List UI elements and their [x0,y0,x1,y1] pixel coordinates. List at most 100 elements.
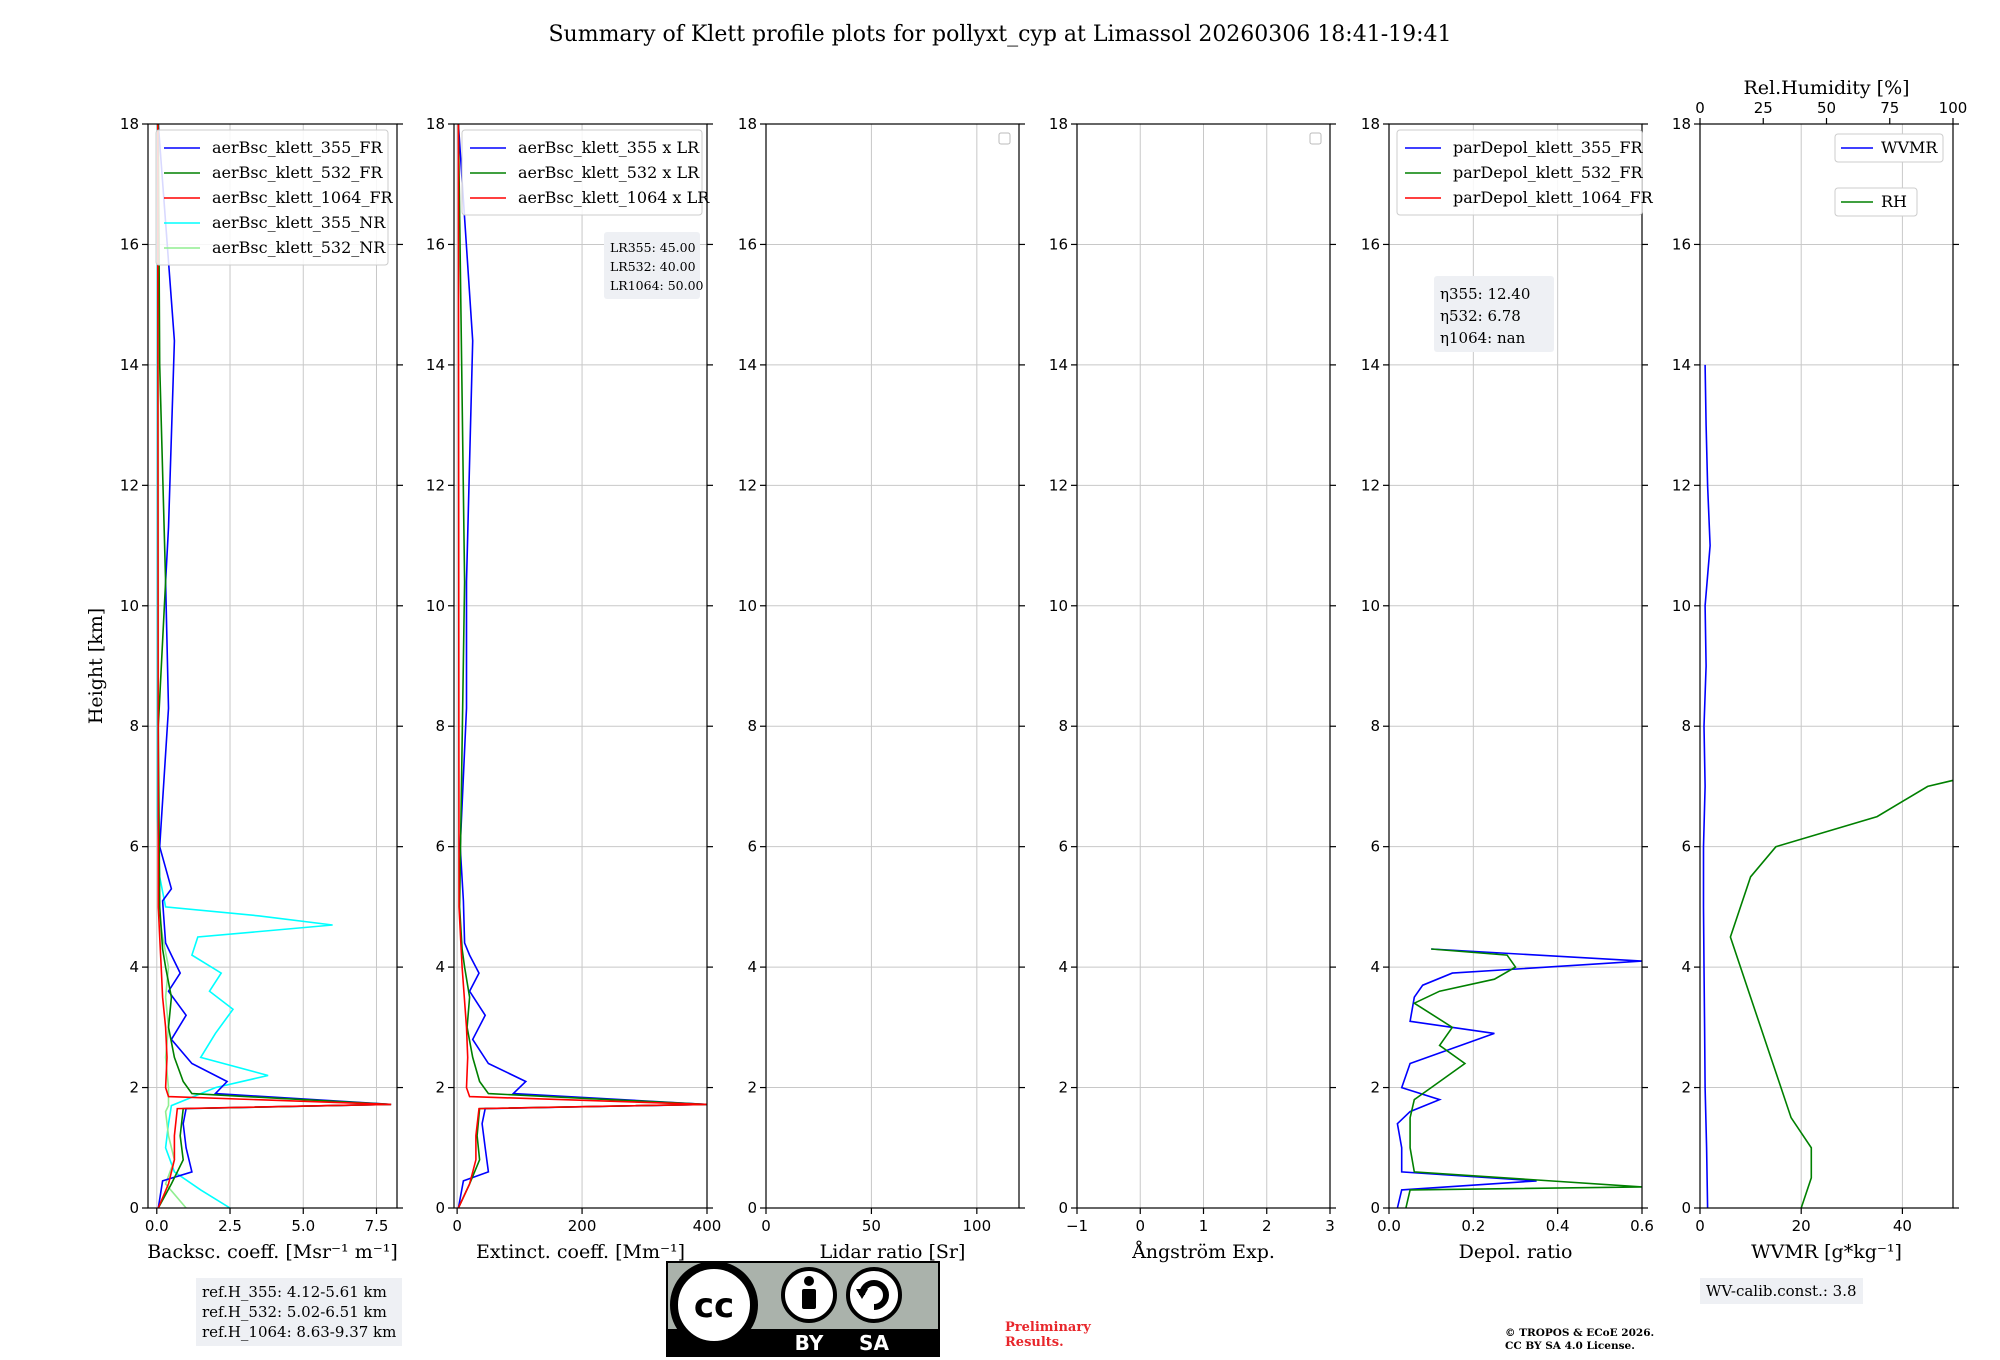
y-tick-label: 4 [1681,958,1691,976]
y-tick-label: 8 [435,717,445,735]
x-axis-label: Ångström Exp. [1131,1241,1275,1263]
y-tick-label: 0 [129,1199,139,1217]
x-tick-label: 400 [693,1217,722,1235]
panel-3: 0 2 4 6 8 10 12 14 16 18 0 50 100 Lidar ratio [Sr] [738,115,1025,1263]
x-tick-label: 0.4 [1546,1217,1570,1235]
x-tick-label: 7.5 [365,1217,389,1235]
x-tick-label: 50 [862,1217,881,1235]
cc-by-sa-badge: cc BY SA [666,1261,940,1357]
y-tick-label: 18 [1361,115,1380,133]
wv-calibration-box: WV-calib.const.: 3.8 [1700,1278,1863,1304]
x-tick-label: 0 [452,1217,462,1235]
y-tick-label: 8 [1370,717,1380,735]
top-x-tick-label: 0 [1695,99,1705,117]
series-group [156,124,392,1208]
y-tick-label: 16 [1672,235,1691,253]
axes-frame [1699,123,1954,1209]
series-group [1396,948,1642,1208]
y-tick-label: 2 [1370,1079,1380,1097]
legend-entry: aerBsc_klett_355_FR [212,138,383,157]
y-tick-label: 16 [738,235,757,253]
annotation-line: LR532: 40.00 [610,259,696,274]
series-line-aerBsc_klett_355_FR [157,124,392,1208]
x-tick-label: 2 [1262,1217,1272,1235]
y-tick-label: 4 [435,958,445,976]
axes-frame [765,123,1020,1209]
y-tick-label: 12 [1361,476,1380,494]
y-tick-label: 2 [435,1079,445,1097]
x-tick-label: 0.0 [145,1217,169,1235]
x-tick-label: 2.5 [218,1217,242,1235]
y-tick-label: 18 [1672,115,1691,133]
cc-logo-text: cc [694,1286,734,1326]
annotation-box [1434,276,1554,352]
legend-entry: aerBsc_klett_355_NR [212,213,386,232]
preliminary-line-2: Results. [1005,1335,1064,1350]
legend-entry: RH [1881,192,1907,211]
y-tick-label: 10 [1672,597,1691,615]
annotation-line: η355: 12.40 [1440,285,1530,303]
y-tick-label: 12 [738,476,757,494]
x-tick-label: 200 [568,1217,597,1235]
y-tick-label: 0 [747,1199,757,1217]
y-tick-label: 14 [1361,356,1380,374]
y-tick-label: 6 [747,838,757,856]
x-tick-label: 0 [761,1217,771,1235]
annotation-box [604,232,700,299]
y-tick-label: 18 [426,115,445,133]
legend-box [461,129,703,216]
y-tick-label: 14 [120,356,139,374]
y-tick-label: 16 [1049,235,1068,253]
x-tick-label: −1 [1066,1217,1088,1235]
x-tick-label: 40 [1893,1217,1912,1235]
y-tick-label: 6 [1370,838,1380,856]
legend-entry: aerBsc_klett_532_NR [212,238,386,257]
y-tick-label: 4 [129,958,139,976]
x-axis-label: Lidar ratio [Sr] [820,1241,966,1263]
x-tick-label: 1 [1199,1217,1209,1235]
series-line-parDepol_klett_355_FR [1396,948,1642,1208]
y-tick-label: 6 [1681,838,1691,856]
y-tick-label: 16 [426,235,445,253]
copyright-line-2: CC BY SA 4.0 License. [1505,1340,1635,1352]
x-tick-label: 20 [1792,1217,1811,1235]
preliminary-line-1: Preliminary [1005,1320,1091,1335]
series-line-RH [1729,779,1953,1208]
y-tick-label: 14 [426,356,445,374]
x-tick-label: 0 [1135,1217,1145,1235]
x-tick-label: 3 [1325,1217,1335,1235]
series-line-aerBsc_klett_1064_FR [156,124,392,1208]
annotation-line: LR355: 45.00 [610,240,696,255]
cc-logo-icon [670,1261,758,1349]
y-tick-label: 0 [1681,1199,1691,1217]
share-alike-icon [846,1267,902,1323]
y-tick-label: 6 [129,838,139,856]
annotation-line: η532: 6.78 [1440,307,1521,325]
series-line-aerBsc_klett_1064 x LR [457,124,707,1208]
y-tick-label: 14 [1672,356,1691,374]
x-tick-label: 5.0 [291,1217,315,1235]
series-line-WVMR [1702,364,1711,1208]
preliminary-notice: Preliminary Results. [1005,1320,1091,1350]
legend-entry: aerBsc_klett_1064 x LR [518,188,710,207]
x-tick-label: 0.6 [1630,1217,1654,1235]
y-tick-label: 6 [435,838,445,856]
empty-legend-box [998,132,1011,145]
legend-entry: aerBsc_klett_355 x LR [518,138,700,157]
y-tick-label: 2 [1058,1079,1068,1097]
y-tick-label: 8 [1681,717,1691,735]
y-tick-label: 18 [120,115,139,133]
y-tick-label: 8 [129,717,139,735]
series-line-aerBsc_klett_532_FR [157,124,392,1208]
legend-entry: aerBsc_klett_532 x LR [518,163,700,182]
sa-label: SA [859,1331,889,1355]
x-axis-label: WVMR [g*kg⁻¹] [1751,1241,1902,1263]
y-tick-label: 16 [1361,235,1380,253]
top-x-tick-label: 100 [1939,99,1968,117]
y-tick-label: 14 [738,356,757,374]
series-group [1702,364,1953,1208]
axes-frame [453,123,708,1209]
y-tick-label: 10 [120,597,139,615]
series-line-parDepol_klett_532_FR [1405,948,1642,1208]
